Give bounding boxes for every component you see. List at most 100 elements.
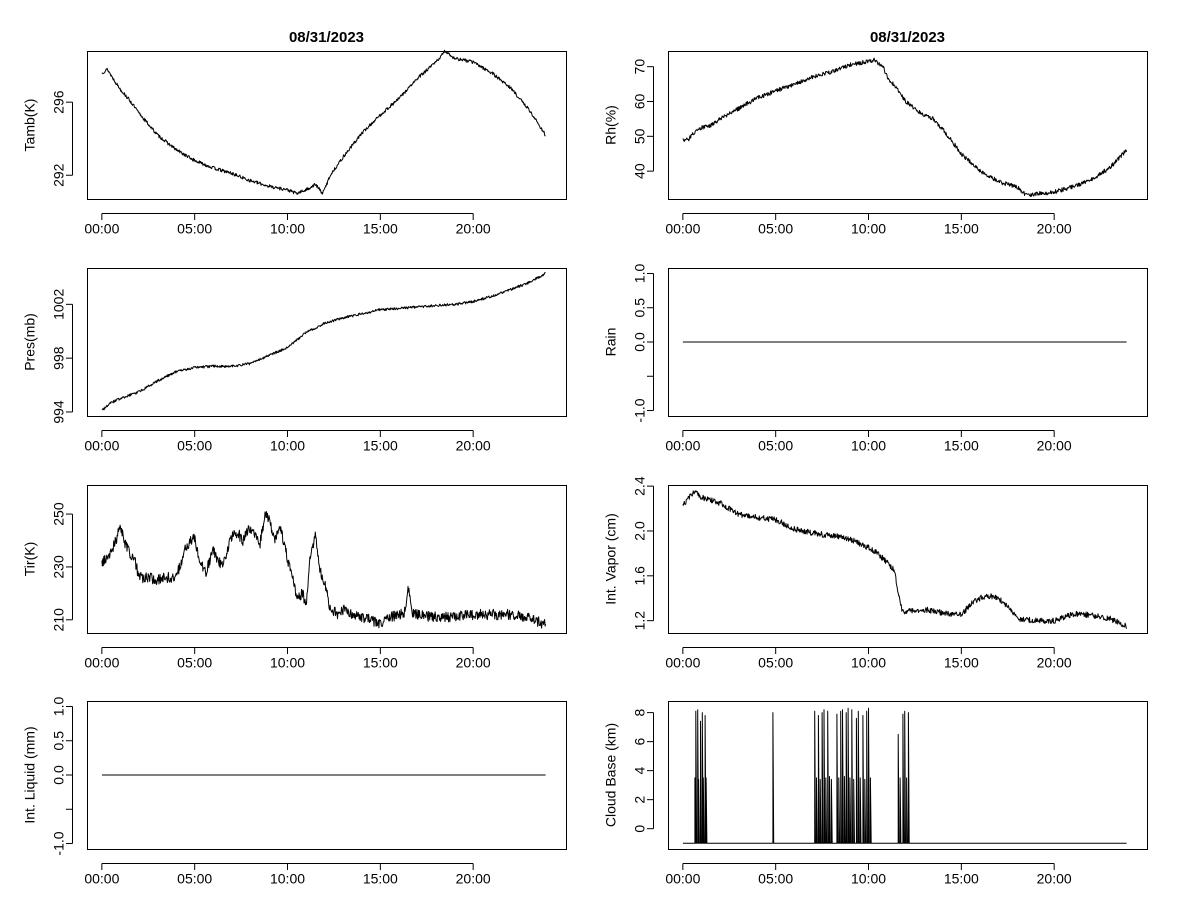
x-tick-label: 05:00 (758, 871, 793, 887)
y-tick-label: 250 (51, 502, 67, 526)
panel-pres: 00:00 05:00 10:00 15:00 20:00 994 998 1002 Pres(… (22, 268, 567, 454)
x-tick-label: 20:00 (1037, 871, 1072, 887)
plot-frame (87, 51, 567, 200)
panel-vapor: 00:00 05:00 10:00 15:00 20:00 1.2 1.6 2.0 2.4 Int… (603, 476, 1148, 671)
x-tick-label: 00:00 (665, 871, 700, 887)
x-tick-label: 00:00 (84, 871, 119, 887)
y-tick-label: -1.0 (51, 831, 67, 855)
y-tick-label: 210 (51, 608, 67, 632)
y-axis-title: Rh(%) (603, 105, 619, 145)
y-tick-label: 0.0 (51, 765, 67, 785)
x-tick-label: 20:00 (456, 871, 491, 887)
y-tick-label: 1002 (51, 289, 67, 320)
plot-frame (87, 268, 567, 417)
series-line-rh (682, 57, 1128, 197)
y-tick-label: 2 (632, 796, 648, 804)
y-tick-label: 994 (51, 400, 67, 424)
x-tick-label: 00:00 (84, 221, 119, 237)
x-tick-label: 15:00 (944, 438, 979, 454)
y-tick-label: 0.5 (51, 731, 67, 751)
y-tick-label: 1.6 (632, 566, 648, 586)
x-tick-label: 10:00 (851, 438, 886, 454)
y-tick-label: 60 (632, 93, 648, 109)
x-tick-label: 00:00 (84, 438, 119, 454)
x-tick-label: 10:00 (270, 655, 305, 671)
x-tick-label: 15:00 (944, 871, 979, 887)
panel-tamb: 08/31/2023 00:00 05:00 10:00 15:00 20:00 292 29… (22, 29, 567, 237)
y-tick-label: 70 (632, 59, 648, 75)
y-tick-label: 230 (51, 555, 67, 579)
x-tick-label: 15:00 (363, 655, 398, 671)
plot-frame (668, 701, 1148, 850)
x-tick-label: 05:00 (177, 655, 212, 671)
x-tick-label: 10:00 (851, 871, 886, 887)
x-tick-label: 20:00 (1037, 655, 1072, 671)
x-tick-label: 05:00 (758, 438, 793, 454)
y-tick-label: 0.0 (632, 332, 648, 352)
plot-title: 08/31/2023 (289, 29, 364, 46)
x-tick-label: 20:00 (456, 655, 491, 671)
x-tick-label: 20:00 (456, 221, 491, 237)
y-tick-label: 998 (51, 346, 67, 370)
x-tick-label: 15:00 (363, 438, 398, 454)
x-tick-label: 00:00 (665, 221, 700, 237)
x-tick-label: 05:00 (177, 221, 212, 237)
x-tick-label: 20:00 (1037, 221, 1072, 237)
plot-frame (87, 485, 567, 634)
y-axis-title: Int. Liquid (mm) (22, 726, 38, 823)
panel-cloud: 00:00 05:00 10:00 15:00 20:00 0 2 4 6 8 Cloud Base… (603, 701, 1148, 887)
x-tick-label: 00:00 (665, 655, 700, 671)
y-tick-label: 50 (632, 128, 648, 144)
y-tick-label: 0 (632, 825, 648, 833)
x-tick-label: 15:00 (363, 871, 398, 887)
y-tick-label: -1.0 (632, 398, 648, 422)
x-tick-label: 10:00 (270, 871, 305, 887)
x-tick-label: 05:00 (758, 221, 793, 237)
panel-liquid: 00:00 05:00 10:00 15:00 20:00 -1.0 0.0 0.5 1.0 In… (22, 697, 567, 887)
x-tick-label: 00:00 (84, 655, 119, 671)
plot-frame (668, 485, 1148, 634)
y-tick-label: 4 (632, 767, 648, 775)
panel-rain: 00:00 05:00 10:00 15:00 20:00 -1.0 0.0 0.5 1.0 Ra… (603, 264, 1148, 454)
series-line-tamb (101, 49, 546, 195)
y-tick-label: 2.4 (632, 476, 648, 496)
y-axis-title: Tamb(K) (22, 99, 38, 152)
y-axis-title: Tir(K) (22, 542, 38, 576)
y-tick-label: 6 (632, 738, 648, 746)
y-axis-title: Rain (603, 328, 619, 357)
x-tick-label: 20:00 (456, 438, 491, 454)
y-axis-title: Int. Vapor (cm) (603, 513, 619, 605)
x-tick-label: 00:00 (665, 438, 700, 454)
x-tick-label: 10:00 (851, 221, 886, 237)
x-tick-label: 05:00 (177, 871, 212, 887)
y-tick-label: 1.0 (632, 264, 648, 284)
y-tick-label: 296 (51, 90, 67, 114)
series-line-pres (101, 272, 546, 411)
x-tick-label: 10:00 (851, 655, 886, 671)
plot-frame (87, 701, 567, 850)
y-axis-title: Pres(mb) (22, 313, 38, 371)
x-tick-label: 10:00 (270, 221, 305, 237)
plot-frame (668, 268, 1148, 417)
y-tick-label: 1.2 (632, 611, 648, 631)
x-tick-label: 15:00 (944, 221, 979, 237)
y-tick-label: 1.0 (51, 697, 67, 717)
y-axis-title: Cloud Base (km) (603, 723, 619, 827)
plot-frame (668, 51, 1148, 200)
x-tick-label: 15:00 (363, 221, 398, 237)
series-line-tir (101, 511, 547, 629)
panel-rh: 08/31/2023 00:00 05:00 10:00 15:00 20:00 40 50 6… (603, 29, 1148, 237)
series-line-cloud (682, 707, 1127, 844)
y-tick-label: 292 (51, 163, 67, 187)
plot-title: 08/31/2023 (870, 29, 945, 46)
series-line-vapor (682, 490, 1128, 629)
panel-tir: 00:00 05:00 10:00 15:00 20:00 210 230 250 Tir(K) (22, 485, 567, 671)
y-tick-label: 8 (632, 709, 648, 717)
x-tick-label: 20:00 (1037, 438, 1072, 454)
y-tick-label: 40 (632, 163, 648, 179)
y-tick-label: 0.5 (632, 298, 648, 318)
x-tick-label: 15:00 (944, 655, 979, 671)
y-tick-label: 2.0 (632, 521, 648, 541)
x-tick-label: 05:00 (758, 655, 793, 671)
